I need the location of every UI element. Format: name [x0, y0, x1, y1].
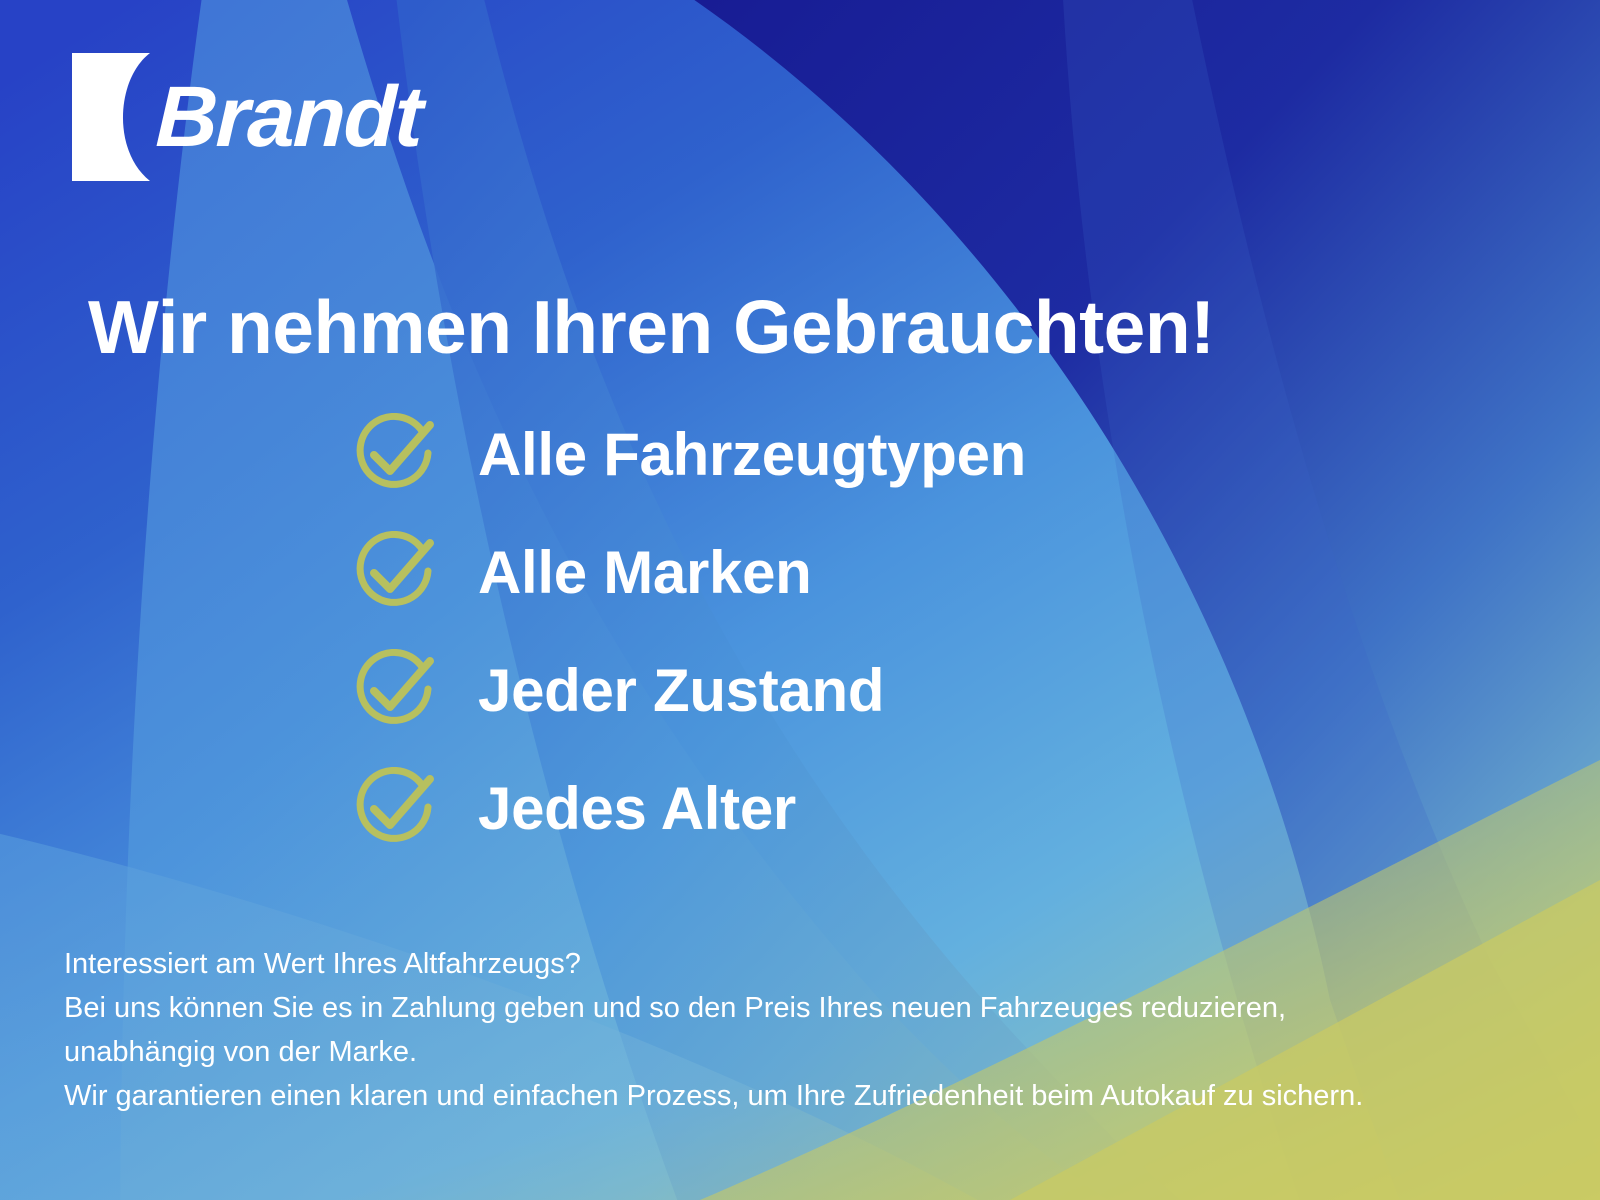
brand-name: Brandt: [154, 69, 423, 165]
list-item: Jeder Zustand: [352, 632, 1026, 750]
body-line: Bei uns können Sie es in Zahlung geben u…: [64, 992, 1287, 1025]
list-item: Alle Fahrzeugtypen: [352, 396, 1026, 514]
list-item-label: Alle Marken: [478, 539, 812, 606]
list-item-label: Jeder Zustand: [478, 657, 885, 724]
list-item-label: Alle Fahrzeugtypen: [478, 421, 1027, 488]
body-line: unabhängig von der Marke.: [64, 1036, 418, 1069]
body-line: Interessiert am Wert Ihres Altfahrzeugs?: [64, 948, 581, 980]
page-title: Wir nehmen Ihren Gebrauchten!: [88, 285, 1215, 370]
check-circle-icon: [356, 531, 434, 606]
check-circle-icon: [356, 767, 434, 842]
list-item: Alle Marken: [352, 514, 1026, 632]
body-copy: Interessiert am Wert Ihres Altfahrzeugs?…: [64, 942, 1504, 1118]
list-item-label: Jedes Alter: [478, 775, 796, 842]
feature-list: Alle Fahrzeugtypen Alle Marken Jeder Zus…: [352, 396, 1026, 868]
check-circle-icon: [356, 413, 434, 488]
brand-logo: Brandt: [72, 52, 423, 182]
body-line: Wir garantieren einen klaren und einfach…: [64, 1080, 1364, 1113]
list-item: Jedes Alter: [352, 750, 1026, 868]
brandt-bracket-icon: [72, 53, 150, 181]
check-circle-icon: [356, 649, 434, 724]
